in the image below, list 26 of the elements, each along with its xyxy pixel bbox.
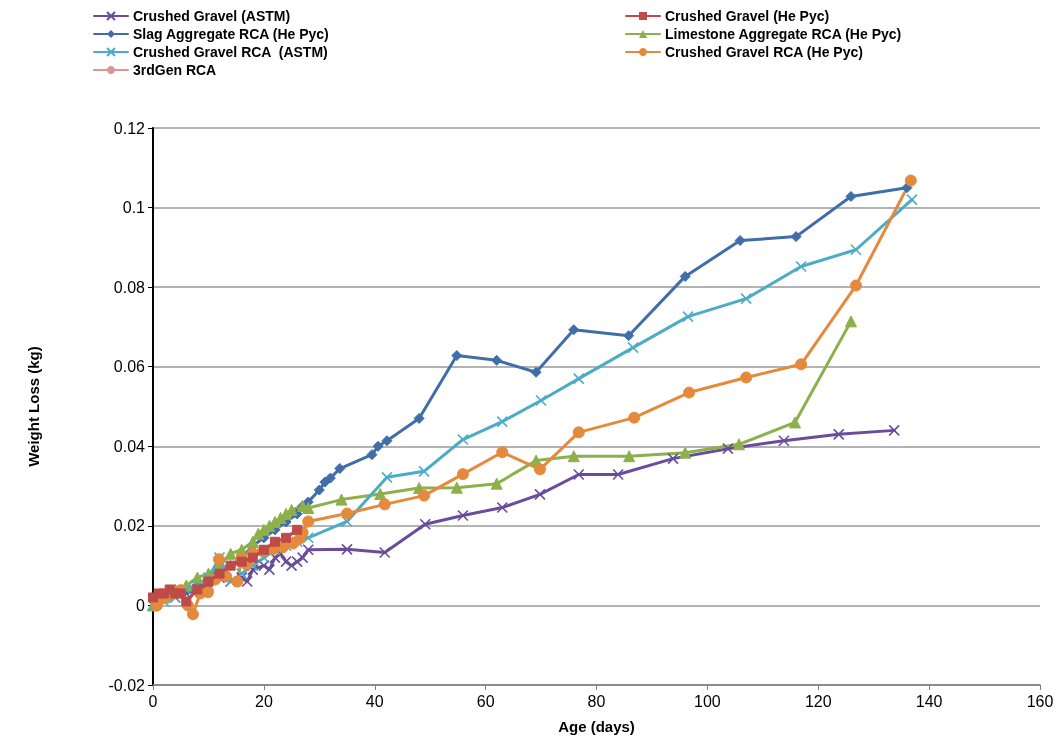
y-tick-label: 0.02: [113, 517, 146, 535]
x-tick-label: 140: [915, 692, 943, 710]
y-tick-label: 0.08: [113, 278, 146, 296]
y-tick-label: 0.06: [113, 358, 146, 376]
y-tick-label: 0.1: [122, 199, 146, 217]
x-axis-title: Age (days): [558, 718, 635, 735]
x-tick-label: 100: [694, 692, 721, 710]
x-tick-label: 20: [254, 692, 273, 710]
x-tick-label: 160: [1026, 692, 1054, 710]
y-tick-label: 0: [136, 596, 146, 614]
legend-label: Slag Aggregate RCA (He Pyc): [133, 26, 329, 42]
y-tick-label: 0.12: [113, 119, 146, 137]
legend-label: Crushed Gravel RCA (ASTM): [133, 44, 328, 60]
x-tick-label: 0: [148, 692, 158, 710]
x-tick-label: 60: [476, 692, 495, 710]
legend-label: Crushed Gravel (He Pyc): [665, 8, 830, 24]
y-tick-label: -0.02: [108, 676, 146, 694]
legend-label: Limestone Aggregate RCA (He Pyc): [665, 26, 902, 42]
y-tick-label: 0.04: [113, 437, 146, 455]
legend-label: 3rdGen RCA: [133, 62, 217, 78]
x-tick-label: 120: [804, 692, 832, 710]
legend-label: Crushed Gravel (ASTM): [133, 8, 291, 24]
x-tick-label: 80: [587, 692, 606, 710]
legend-label: Crushed Gravel RCA (He Pyc): [665, 44, 863, 60]
x-tick-label: 40: [365, 692, 384, 710]
y-axis-title: Weight Loss (kg): [25, 346, 42, 467]
